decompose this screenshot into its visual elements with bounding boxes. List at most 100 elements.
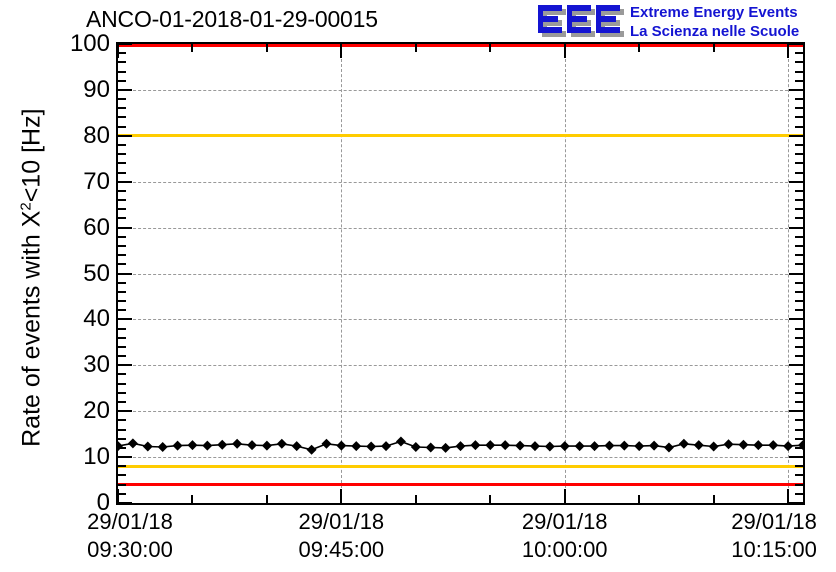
y-tick-minor xyxy=(118,309,126,312)
y-tick-minor-right xyxy=(795,153,803,156)
data-series-rate xyxy=(118,436,803,455)
data-point xyxy=(142,441,153,452)
grid-line-horizontal xyxy=(118,457,803,459)
y-tick-label: 60 xyxy=(83,213,110,241)
y-tick-major-right xyxy=(789,226,803,229)
data-point xyxy=(515,440,526,451)
page-title: ANCO-01-2018-01-29-00015 xyxy=(86,6,378,32)
data-point xyxy=(395,436,406,447)
y-tick-major xyxy=(118,226,132,229)
y-tick-minor xyxy=(118,483,126,486)
y-tick-minor-right xyxy=(795,52,803,55)
grid-line-horizontal xyxy=(118,89,803,91)
y-tick-minor xyxy=(118,446,126,449)
x-tick-major-top xyxy=(340,44,343,58)
y-tick-minor-right xyxy=(795,401,803,404)
x-tick-minor-top xyxy=(712,44,715,52)
eee-logo-line1: Extreme Energy Events xyxy=(630,4,798,21)
y-tick-major-right xyxy=(789,134,803,137)
x-tick-major-top xyxy=(787,44,790,58)
x-tick-label: 29/01/18 09:30:00 xyxy=(50,508,210,564)
y-tick-minor-right xyxy=(795,309,803,312)
y-tick-minor-right xyxy=(795,98,803,101)
data-point xyxy=(663,442,674,453)
y-tick-minor-right xyxy=(795,391,803,394)
data-point xyxy=(783,441,794,452)
x-tick-minor xyxy=(414,495,417,503)
y-tick-minor-right xyxy=(795,373,803,376)
y-tick-minor-right xyxy=(795,419,803,422)
data-point xyxy=(187,440,198,451)
y-tick-major-right xyxy=(789,364,803,367)
data-point xyxy=(693,440,704,451)
y-tick-minor xyxy=(118,465,126,468)
y-tick-minor xyxy=(118,208,126,211)
y-tick-minor-right xyxy=(795,217,803,220)
y-tick-major-right xyxy=(789,180,803,183)
data-point xyxy=(381,441,392,452)
y-tick-minor-right xyxy=(795,189,803,192)
y-tick-minor xyxy=(118,171,126,174)
y-tick-minor xyxy=(118,98,126,101)
y-tick-minor-right xyxy=(795,143,803,146)
y-tick-major xyxy=(118,410,132,413)
data-point xyxy=(529,441,540,452)
x-tick-minor-top xyxy=(489,44,492,52)
y-tick-minor xyxy=(118,116,126,119)
x-tick-label-time: 10:00:00 xyxy=(521,537,608,562)
data-point xyxy=(768,440,779,451)
data-point xyxy=(440,442,451,453)
data-point xyxy=(723,439,734,450)
y-tick-minor xyxy=(118,345,126,348)
y-tick-major xyxy=(118,456,132,459)
y-tick-minor xyxy=(118,61,126,64)
data-point xyxy=(649,440,660,451)
y-tick-minor xyxy=(118,125,126,128)
y-tick-minor-right xyxy=(795,465,803,468)
data-point xyxy=(678,438,689,449)
data-point xyxy=(500,440,511,451)
data-point xyxy=(604,440,615,451)
data-point xyxy=(351,441,362,452)
y-tick-minor xyxy=(118,336,126,339)
y-tick-major xyxy=(118,318,132,321)
y-tick-minor-right xyxy=(795,208,803,211)
y-tick-minor xyxy=(118,70,126,73)
data-point xyxy=(306,444,317,455)
y-tick-minor-right xyxy=(795,171,803,174)
x-tick-label-date: 29/01/18 xyxy=(87,509,173,534)
y-tick-minor-right xyxy=(795,327,803,330)
x-tick-major-top xyxy=(563,44,566,58)
y-tick-minor-right xyxy=(795,382,803,385)
y-tick-minor-right xyxy=(795,281,803,284)
plot-area xyxy=(118,44,803,503)
data-point xyxy=(127,438,138,449)
data-point xyxy=(455,441,466,452)
x-tick-label-time: 10:15:00 xyxy=(731,537,817,562)
y-tick-major xyxy=(118,364,132,367)
data-point xyxy=(232,438,243,449)
y-tick-minor-right xyxy=(795,345,803,348)
y-tick-minor xyxy=(118,254,126,257)
y-tick-major xyxy=(118,272,132,275)
data-point xyxy=(425,442,436,453)
data-point xyxy=(544,441,555,452)
y-tick-major-right xyxy=(789,502,803,503)
plot-frame xyxy=(116,42,805,505)
y-tick-minor-right xyxy=(795,107,803,110)
y-axis-tick-labels: 0 10 20 30 40 50 60 70 80 90 100 xyxy=(36,30,110,516)
y-tick-major-right xyxy=(789,456,803,459)
x-tick-minor xyxy=(489,495,492,503)
x-tick-major xyxy=(118,489,119,503)
data-point xyxy=(738,439,749,450)
y-tick-minor-right xyxy=(795,446,803,449)
eee-logo-line2: La Scienza nelle Scuole xyxy=(630,23,800,40)
grid-line-horizontal xyxy=(118,319,803,321)
y-tick-minor xyxy=(118,492,126,495)
data-point xyxy=(366,441,377,452)
data-point xyxy=(574,441,585,452)
x-tick-label-time: 09:45:00 xyxy=(298,537,385,562)
y-tick-minor-right xyxy=(795,336,803,339)
y-tick-minor-right xyxy=(795,70,803,73)
y-tick-minor-right xyxy=(795,235,803,238)
